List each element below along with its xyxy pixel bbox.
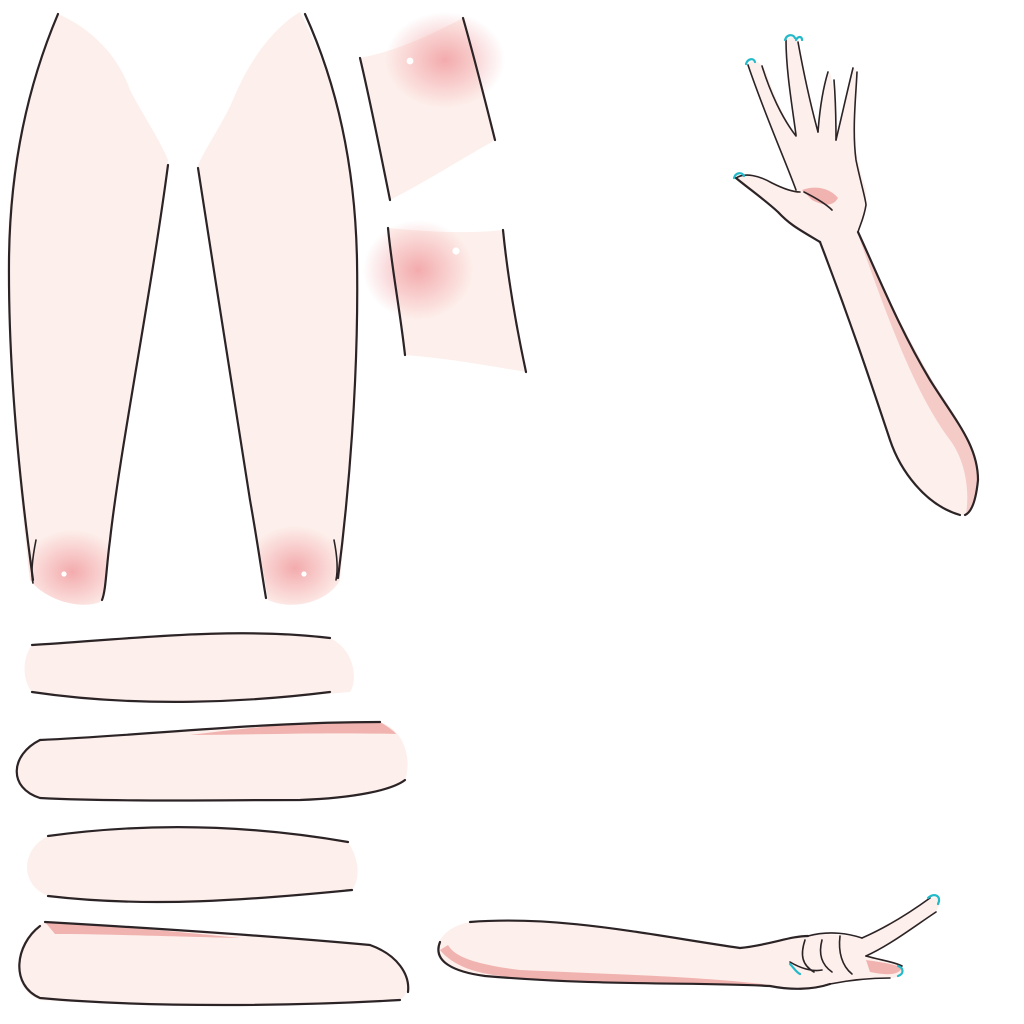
nail-index — [926, 894, 941, 906]
nail-curled — [788, 962, 802, 976]
limb-strip-2 — [15, 720, 408, 802]
nail-index — [744, 58, 757, 66]
nail-middle — [783, 34, 797, 42]
raised-hand — [732, 34, 980, 517]
limb-strip-1 — [24, 632, 354, 703]
knee-blush-right — [245, 526, 345, 605]
nail-ring — [794, 35, 804, 42]
knee-patch-top — [358, 12, 505, 202]
pointing-hand — [437, 894, 941, 990]
limb-strip-4 — [18, 920, 410, 1007]
highlight-dot — [301, 571, 307, 577]
highlight-dot — [452, 247, 460, 255]
leg-left — [7, 12, 170, 605]
nail-thumb — [732, 172, 746, 180]
highlight-dot — [61, 571, 67, 577]
knee-blush-left — [20, 530, 124, 605]
knee-patch-bottom — [363, 220, 528, 374]
highlight-dot — [406, 57, 414, 65]
leg-right — [196, 12, 359, 605]
nail-thumb — [896, 964, 904, 978]
limb-strip-3 — [27, 826, 358, 904]
